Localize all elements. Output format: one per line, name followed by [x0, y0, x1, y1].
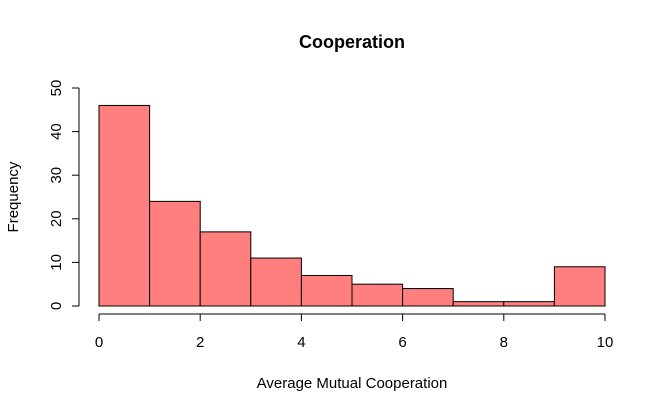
histogram-bar [98, 104, 151, 307]
histogram-bar [250, 257, 302, 307]
bars-group [98, 104, 606, 307]
chart-title: Cooperation [299, 32, 405, 52]
histogram-bar [503, 301, 555, 307]
y-tick-label: 40 [48, 123, 65, 140]
y-tick-label: 0 [48, 302, 65, 310]
x-axis: 0 2 4 6 8 10 [95, 313, 614, 351]
y-axis-label: Frequency [5, 161, 22, 232]
histogram-bar [149, 200, 201, 307]
x-tick-label: 6 [398, 334, 406, 351]
histogram-bar [351, 283, 404, 307]
y-tick-label: 50 [48, 80, 65, 97]
y-axis: 0 10 20 30 40 50 [48, 80, 80, 310]
y-tick-label: 30 [48, 167, 65, 184]
x-tick-label: 0 [95, 334, 103, 351]
x-tick-label: 2 [196, 334, 204, 351]
y-tick-label: 20 [48, 210, 65, 227]
x-tick-label: 10 [597, 334, 614, 351]
y-tick-label: 10 [48, 254, 65, 271]
histogram-bar [199, 231, 252, 307]
histogram-bar [452, 301, 505, 307]
histogram-bar [553, 266, 606, 307]
x-tick-label: 8 [500, 334, 508, 351]
x-tick-label: 4 [297, 334, 305, 351]
histogram-bar [402, 288, 454, 307]
x-axis-label: Average Mutual Cooperation [257, 375, 448, 392]
histogram-bar [300, 274, 353, 307]
